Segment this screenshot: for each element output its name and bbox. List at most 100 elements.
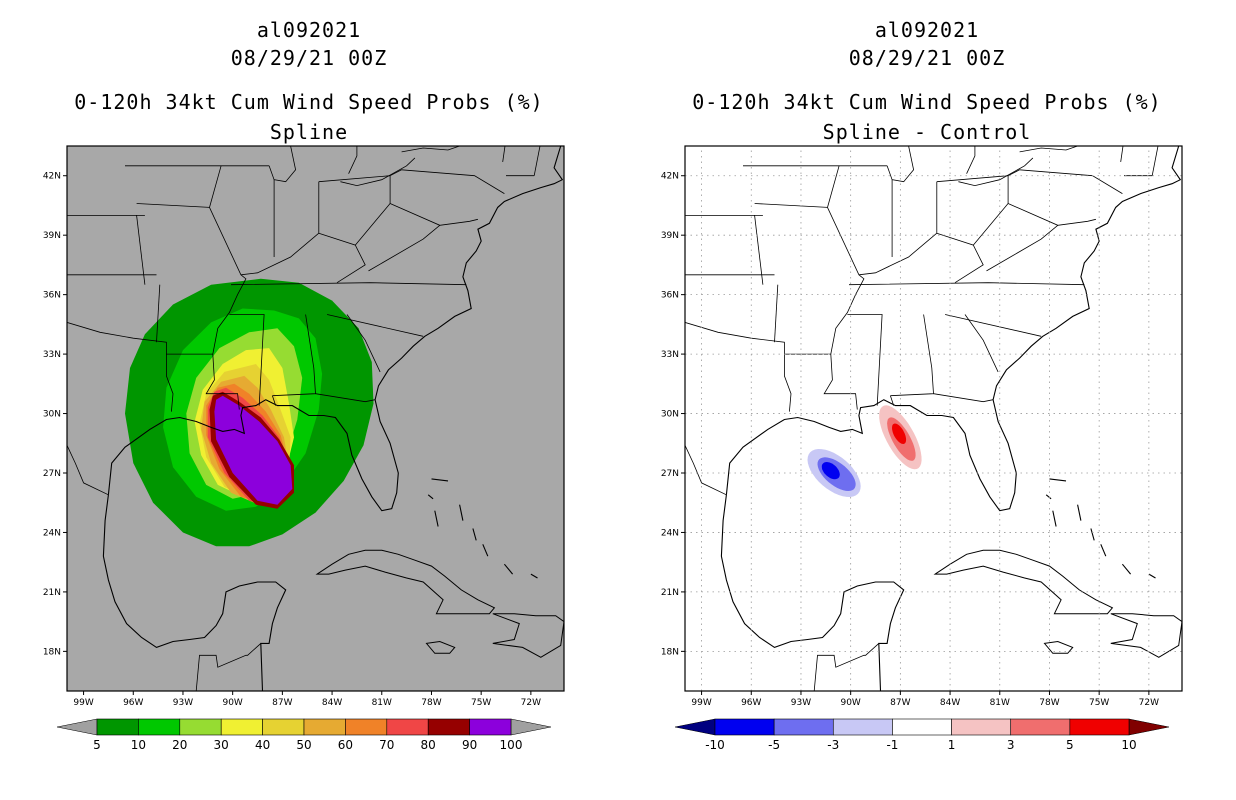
state-boundary [502, 146, 506, 162]
y-tick-label: 18N [43, 647, 61, 657]
bahamas-island [1090, 528, 1095, 541]
state-boundary [156, 284, 161, 343]
mexico-coastline [102, 494, 287, 691]
state-boundary [268, 146, 297, 183]
state-boundary [166, 353, 240, 410]
state-boundary [272, 314, 316, 397]
state-boundary [195, 643, 262, 691]
colorbar-high-arrow [510, 718, 552, 736]
state-boundary [1019, 146, 1078, 153]
colorbar-label: 3 [1007, 738, 1015, 752]
y-tick-label: 18N [661, 647, 679, 657]
state-boundary [389, 203, 478, 226]
political-boundaries [685, 146, 1159, 691]
colorbar-label: 90 [462, 738, 477, 752]
y-tick-label: 24N [43, 528, 61, 538]
state-boundary [209, 165, 222, 208]
map-outlines [67, 146, 564, 691]
left-map: 99W 96W 93W 90W 87W 84W 81W 78W 75W 72W 18N 21N 24N 2… [43, 145, 565, 752]
state-boundary [136, 203, 210, 208]
bahamas-island [1049, 478, 1067, 482]
state-boundary [401, 146, 460, 153]
state-boundary [340, 157, 416, 187]
y-tick-label: 33N [661, 350, 679, 360]
y-tick-label: 21N [661, 588, 679, 598]
map-frame [684, 145, 1183, 692]
state-boundary [774, 284, 779, 343]
bahamas-island [530, 573, 538, 579]
state-boundary [847, 314, 883, 406]
x-tick-label: 93W [791, 698, 811, 708]
x-tick-label: 99W [73, 698, 93, 708]
colorbar-swatch [1069, 718, 1130, 736]
colorbar-swatch [892, 718, 952, 736]
map-content [685, 146, 1182, 691]
state-boundary [827, 207, 860, 275]
hispaniola-outline [1110, 613, 1182, 658]
colorbar-label: -5 [768, 738, 780, 752]
difference-anomalies [807, 405, 922, 497]
y-tick-label: 30N [43, 410, 61, 420]
negative-anomaly-band [821, 462, 840, 480]
state-boundary [858, 232, 938, 276]
us-gulf-atlantic-coastline [725, 146, 1182, 512]
bahamas-island [503, 563, 514, 575]
state-boundary [972, 175, 1009, 246]
state-boundary [964, 314, 999, 373]
colorbar-label: -1 [886, 738, 898, 752]
colorbar-low-arrow [56, 718, 98, 736]
mexico-coastline [720, 494, 905, 691]
colorbar-swatch [832, 718, 893, 736]
state-boundary [936, 232, 984, 284]
x-tick-label: 72W [1139, 698, 1159, 708]
right-storm-id: al092021 [874, 18, 980, 42]
bahamas-island [1045, 494, 1052, 500]
y-tick-label: 21N [43, 588, 61, 598]
x-tick-label: 81W [990, 698, 1010, 708]
positive-anomaly-band [892, 423, 907, 444]
colorbar-label: 50 [296, 738, 311, 752]
state-boundary [827, 165, 840, 208]
colorbar-label: -3 [827, 738, 839, 752]
colorbar-high-arrow [1128, 718, 1170, 736]
colorbar-label: 100 [500, 738, 523, 752]
state-boundary [830, 274, 865, 355]
right-chart-title: 0-120h 34kt Cum Wind Speed Probs (%) [692, 90, 1162, 114]
colorbar-swatch [303, 718, 346, 736]
y-tick-label: 27N [661, 469, 679, 479]
state-boundary [754, 215, 764, 285]
state-boundary [813, 643, 880, 691]
y-tick-label: 30N [661, 410, 679, 420]
bahamas-island [472, 528, 477, 541]
state-boundary [1120, 146, 1124, 162]
colorbar-swatch [138, 718, 181, 736]
colorbar-label: 80 [421, 738, 436, 752]
colorbar-swatch [345, 718, 388, 736]
colorbar-swatch [773, 718, 834, 736]
state-boundary [890, 395, 895, 406]
x-tick-label: 96W [123, 698, 143, 708]
x-tick-label: 75W [471, 698, 491, 708]
state-boundary [272, 395, 277, 406]
state-boundary [848, 282, 1085, 286]
colorbar-swatch [1010, 718, 1071, 736]
y-tick-label: 42N [43, 172, 61, 182]
colorbar-swatch [262, 718, 305, 736]
colorbar-swatch [386, 718, 429, 736]
right-chart-subtitle: Spline - Control [822, 120, 1032, 144]
colorbar: 5 10 20 30 40 50 60 70 80 90 100 [56, 718, 552, 752]
bahamas-island [459, 504, 464, 521]
colorbar: -10 -5 -3 -1 1 3 5 10 [674, 718, 1170, 752]
left-date: 08/29/21 00Z [230, 46, 388, 70]
state-boundary [945, 314, 1042, 337]
colorbar-swatch [96, 718, 139, 736]
state-boundary [368, 224, 441, 272]
colorbar-label: 1 [948, 738, 956, 752]
colorbar-label: 70 [379, 738, 394, 752]
y-tick-label: 39N [43, 231, 61, 241]
colorbar-label: 5 [93, 738, 101, 752]
state-boundary [136, 215, 146, 285]
state-boundary [754, 203, 828, 208]
x-tick-label: 81W [372, 698, 392, 708]
state-boundary [229, 314, 265, 406]
